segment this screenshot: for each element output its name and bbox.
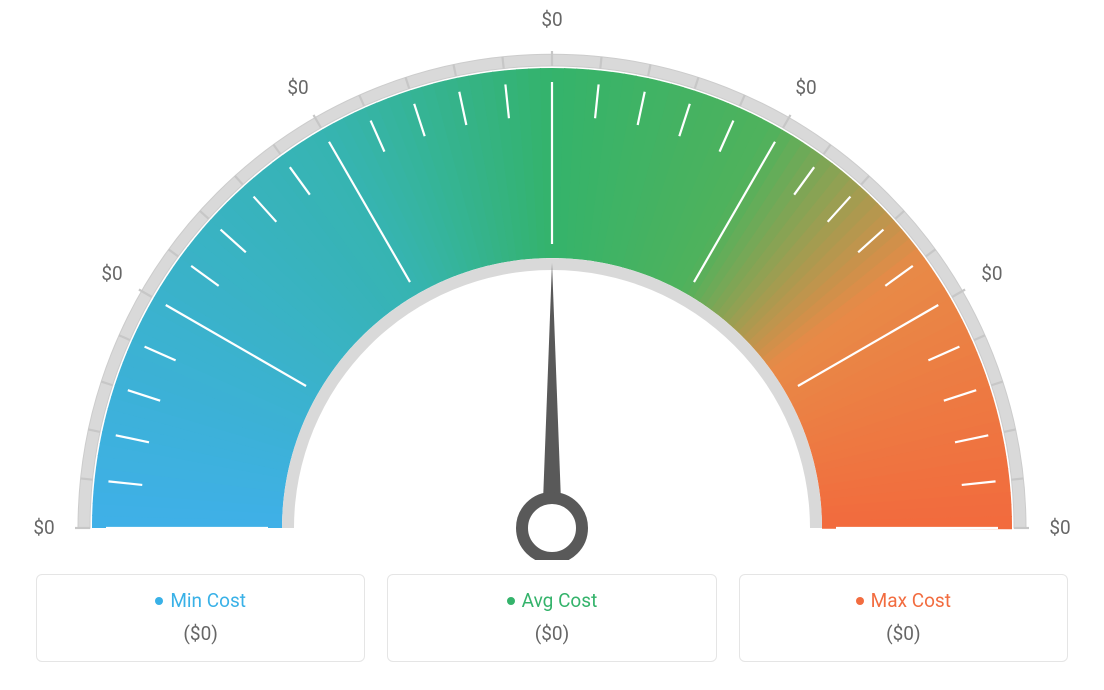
gauge-tick-label: $0 — [287, 76, 308, 99]
gauge-tick-label: $0 — [101, 262, 122, 285]
legend-card-min: Min Cost ($0) — [36, 574, 365, 662]
gauge-tick-label: $0 — [795, 76, 816, 99]
legend-card-avg: Avg Cost ($0) — [387, 574, 716, 662]
gauge-tick-label: $0 — [1049, 516, 1070, 539]
legend-row: Min Cost ($0) Avg Cost ($0) Max Cost ($0) — [0, 574, 1104, 662]
legend-value: ($0) — [47, 622, 354, 645]
gauge-chart: $0 $0 $0 $0 $0 $0 $0 — [0, 0, 1104, 560]
legend-dot-icon — [507, 597, 515, 605]
gauge-svg: $0 $0 $0 $0 $0 $0 $0 — [0, 0, 1104, 560]
gauge-tick-label: $0 — [33, 516, 54, 539]
gauge-tick-label: $0 — [981, 262, 1002, 285]
legend-title-text: Avg Cost — [522, 589, 598, 612]
legend-title-text: Min Cost — [170, 589, 246, 612]
legend-card-max: Max Cost ($0) — [739, 574, 1068, 662]
gauge-needle-pivot — [522, 498, 582, 558]
legend-dot-icon — [856, 597, 864, 605]
legend-value: ($0) — [750, 622, 1057, 645]
legend-value: ($0) — [398, 622, 705, 645]
legend-dot-icon — [155, 597, 163, 605]
legend-title: Avg Cost — [398, 589, 705, 612]
legend-title: Max Cost — [750, 589, 1057, 612]
legend-title: Min Cost — [47, 589, 354, 612]
legend-title-text: Max Cost — [871, 589, 951, 612]
gauge-needle — [542, 263, 562, 528]
gauge-tick-label: $0 — [541, 8, 562, 31]
